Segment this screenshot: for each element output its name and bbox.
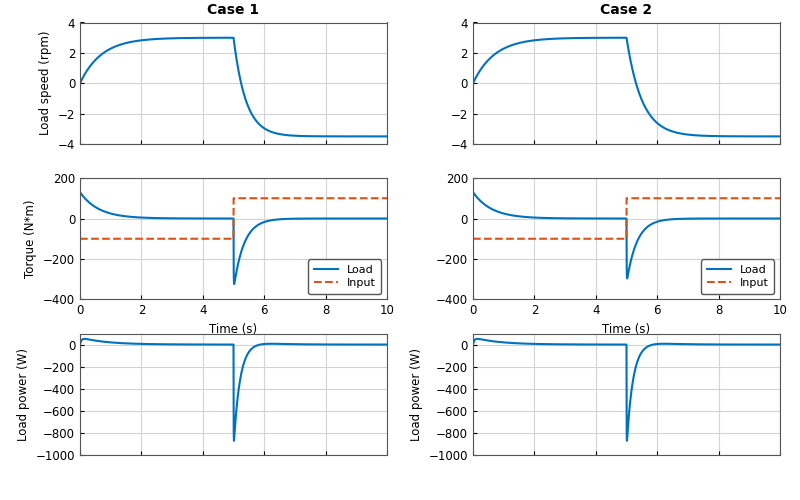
Load [688,216,698,222]
Load [237,248,246,254]
Y-axis label: Load power (W): Load power (W) [410,348,423,441]
Load [110,212,120,218]
Input [468,236,478,242]
Input [633,196,642,202]
Input [295,196,305,202]
Legend: Load, Input: Load, Input [701,260,774,294]
Line: Load: Load [473,192,780,278]
Title: Case 1: Case 1 [207,3,259,17]
Input [360,196,370,202]
Load [230,281,239,287]
Y-axis label: Load speed (rpm): Load speed (rpm) [39,31,52,136]
Load [240,238,250,244]
Y-axis label: Torque (N*m): Torque (N*m) [25,200,38,278]
Input [75,236,85,242]
Input [110,236,120,242]
X-axis label: Time (s): Time (s) [602,323,650,336]
Input [326,196,335,202]
X-axis label: Time (s): Time (s) [210,323,258,336]
Load [75,189,85,195]
Input [229,196,238,202]
Load [360,216,370,222]
Input [240,196,250,202]
Load [504,212,514,218]
Load [468,189,478,195]
Input [504,236,514,242]
Line: Load: Load [80,192,387,284]
Line: Input: Input [80,198,387,239]
Load [775,216,785,222]
Input [775,196,785,202]
Load [718,216,728,222]
Input [382,196,392,202]
Input [688,196,698,202]
Load [630,246,639,252]
Y-axis label: Load power (W): Load power (W) [17,348,30,441]
Input [237,196,246,202]
Input [718,196,728,202]
Load [753,216,762,222]
Line: Input: Input [473,198,780,239]
Load [326,216,335,222]
Load [633,236,642,242]
Title: Case 2: Case 2 [601,3,653,17]
Input [622,196,631,202]
Load [382,216,392,222]
Input [753,196,762,202]
Input [630,196,639,202]
Legend: Load, Input: Load, Input [308,260,382,294]
Load [295,216,305,222]
Load [622,276,632,281]
